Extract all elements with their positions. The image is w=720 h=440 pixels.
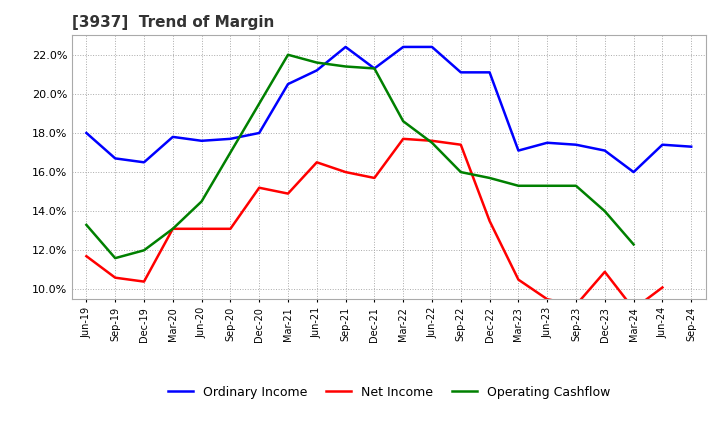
Operating Cashflow xyxy=(284,52,292,57)
Net Income xyxy=(284,191,292,196)
Ordinary Income xyxy=(370,66,379,71)
Line: Ordinary Income: Ordinary Income xyxy=(86,47,691,172)
Operating Cashflow xyxy=(572,183,580,188)
Ordinary Income xyxy=(687,144,696,149)
Net Income xyxy=(111,275,120,280)
Operating Cashflow xyxy=(629,242,638,247)
Ordinary Income xyxy=(600,148,609,153)
Operating Cashflow xyxy=(226,150,235,155)
Operating Cashflow xyxy=(197,199,206,204)
Operating Cashflow xyxy=(399,119,408,124)
Ordinary Income xyxy=(456,70,465,75)
Net Income xyxy=(226,226,235,231)
Ordinary Income xyxy=(629,169,638,175)
Operating Cashflow xyxy=(514,183,523,188)
Net Income xyxy=(543,297,552,302)
Operating Cashflow xyxy=(312,60,321,65)
Net Income xyxy=(312,160,321,165)
Ordinary Income xyxy=(255,130,264,136)
Net Income xyxy=(456,142,465,147)
Operating Cashflow xyxy=(600,209,609,214)
Operating Cashflow xyxy=(456,169,465,175)
Net Income xyxy=(600,269,609,275)
Operating Cashflow xyxy=(168,226,177,231)
Ordinary Income xyxy=(658,142,667,147)
Operating Cashflow xyxy=(341,64,350,69)
Ordinary Income xyxy=(485,70,494,75)
Net Income xyxy=(572,302,580,308)
Text: [3937]  Trend of Margin: [3937] Trend of Margin xyxy=(72,15,274,30)
Ordinary Income xyxy=(543,140,552,145)
Net Income xyxy=(370,175,379,180)
Ordinary Income xyxy=(514,148,523,153)
Net Income xyxy=(485,218,494,224)
Ordinary Income xyxy=(572,142,580,147)
Net Income xyxy=(82,253,91,259)
Operating Cashflow xyxy=(543,183,552,188)
Operating Cashflow xyxy=(111,256,120,261)
Operating Cashflow xyxy=(140,248,148,253)
Ordinary Income xyxy=(226,136,235,142)
Operating Cashflow xyxy=(82,222,91,227)
Net Income xyxy=(197,226,206,231)
Net Income xyxy=(140,279,148,284)
Line: Net Income: Net Income xyxy=(86,139,662,309)
Net Income xyxy=(399,136,408,142)
Net Income xyxy=(629,306,638,312)
Ordinary Income xyxy=(140,160,148,165)
Ordinary Income xyxy=(428,44,436,50)
Operating Cashflow xyxy=(370,66,379,71)
Net Income xyxy=(514,277,523,282)
Net Income xyxy=(658,285,667,290)
Ordinary Income xyxy=(399,44,408,50)
Net Income xyxy=(341,169,350,175)
Operating Cashflow xyxy=(485,175,494,180)
Line: Operating Cashflow: Operating Cashflow xyxy=(86,55,634,258)
Ordinary Income xyxy=(312,68,321,73)
Net Income xyxy=(428,138,436,143)
Operating Cashflow xyxy=(255,101,264,106)
Net Income xyxy=(255,185,264,191)
Operating Cashflow xyxy=(428,140,436,145)
Ordinary Income xyxy=(168,134,177,139)
Ordinary Income xyxy=(341,44,350,50)
Ordinary Income xyxy=(82,130,91,136)
Ordinary Income xyxy=(111,156,120,161)
Ordinary Income xyxy=(197,138,206,143)
Legend: Ordinary Income, Net Income, Operating Cashflow: Ordinary Income, Net Income, Operating C… xyxy=(163,381,615,404)
Net Income xyxy=(168,226,177,231)
Ordinary Income xyxy=(284,81,292,87)
